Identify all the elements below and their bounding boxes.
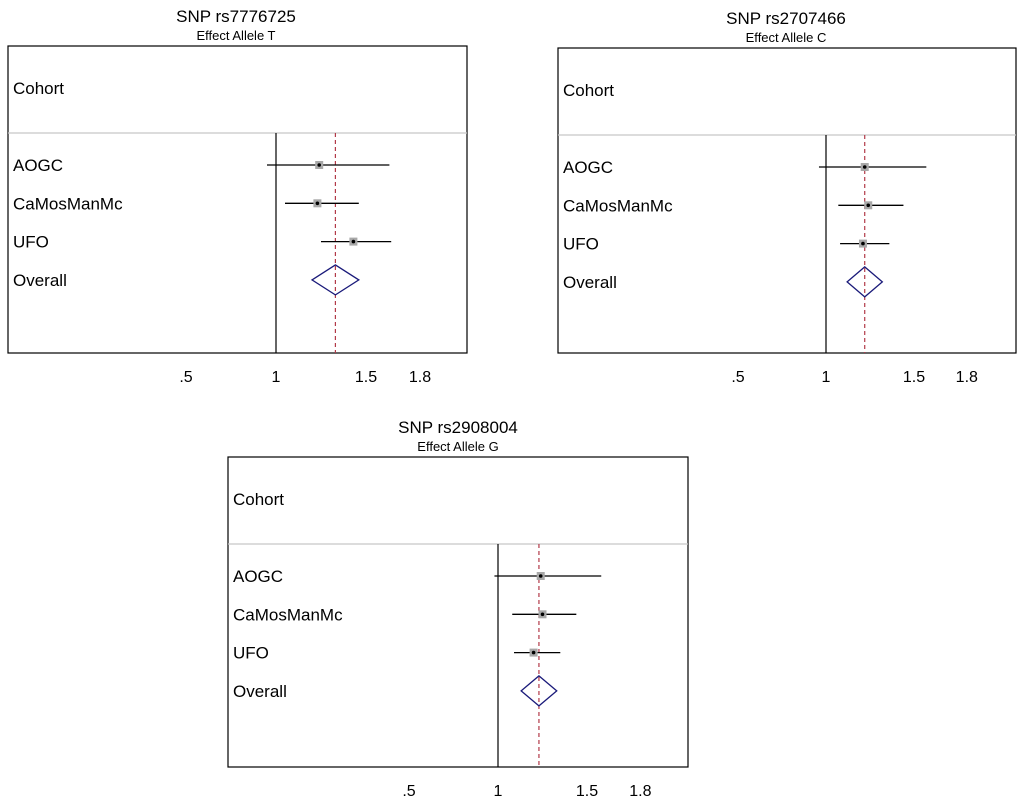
forest-panel-3: SNP rs2908004 Effect Allele G Cohort AOGC Ca…: [227, 418, 689, 800]
x-tick-label: .5: [402, 783, 415, 800]
study-row: UFO: [13, 233, 392, 252]
x-tick-label: .5: [179, 369, 192, 386]
point-estimate-marker: [866, 203, 871, 208]
x-tick-label: 1.8: [956, 369, 978, 386]
x-tick-label: 1: [272, 369, 281, 386]
study-row: AOGC: [563, 158, 927, 177]
plot-frame: [227, 456, 689, 768]
overall-label: Overall: [233, 682, 287, 701]
point-estimate-marker: [317, 163, 322, 167]
panel-title: SNP rs7776725: [176, 7, 296, 26]
x-tick-label: 1.8: [629, 783, 651, 800]
study-label: UFO: [563, 235, 599, 254]
study-label: CaMosManMc: [13, 194, 123, 213]
study-label: AOGC: [13, 156, 63, 175]
point-estimate-marker: [315, 201, 320, 206]
panel-subtitle: Effect Allele C: [746, 30, 827, 45]
plot-frame: [7, 45, 468, 354]
study-row: CaMosManMc: [563, 196, 904, 215]
overall-label: Overall: [13, 271, 67, 290]
point-estimate-marker: [862, 165, 867, 169]
column-header: Cohort: [563, 81, 614, 100]
point-estimate-marker: [540, 612, 545, 617]
point-estimate-marker: [531, 650, 536, 655]
column-header: Cohort: [233, 490, 284, 509]
overall-row: Overall: [233, 675, 558, 707]
study-row: AOGC: [13, 156, 390, 175]
study-row: CaMosManMc: [233, 605, 577, 624]
study-label: UFO: [13, 233, 49, 252]
study-row: UFO: [563, 235, 890, 254]
panel-title: SNP rs2908004: [398, 418, 518, 437]
x-tick-label: .5: [731, 369, 744, 386]
study-row: AOGC: [233, 567, 602, 586]
study-label: UFO: [233, 644, 269, 663]
point-estimate-marker: [538, 574, 543, 578]
x-tick-label: 1: [822, 369, 831, 386]
x-tick-label: 1.5: [903, 369, 925, 386]
overall-diamond: [520, 675, 558, 707]
point-estimate-marker: [861, 241, 865, 246]
point-estimate-marker: [351, 239, 356, 244]
x-tick-label: 1: [494, 783, 503, 800]
overall-label: Overall: [563, 273, 617, 292]
overall-row: Overall: [13, 264, 361, 296]
x-tick-label: 1.5: [355, 369, 377, 386]
overall-row: Overall: [563, 266, 884, 298]
forest-panel-2: SNP rs2707466 Effect Allele C Cohort AOGC Ca…: [557, 9, 1017, 386]
x-tick-label: 1.8: [409, 369, 431, 386]
study-label: CaMosManMc: [233, 605, 343, 624]
study-label: CaMosManMc: [563, 196, 673, 215]
panel-subtitle: Effect Allele T: [196, 28, 275, 43]
plot-frame: [557, 47, 1017, 354]
column-header: Cohort: [13, 79, 64, 98]
overall-diamond: [310, 264, 361, 296]
forest-panel-1: SNP rs7776725 Effect Allele T Cohort AOGC Ca…: [7, 7, 468, 386]
panel-subtitle: Effect Allele G: [417, 439, 498, 454]
study-row: CaMosManMc: [13, 194, 359, 213]
x-tick-label: 1.5: [576, 783, 598, 800]
overall-diamond: [846, 266, 884, 298]
study-label: AOGC: [563, 158, 613, 177]
study-row: UFO: [233, 644, 561, 663]
study-label: AOGC: [233, 567, 283, 586]
panel-title: SNP rs2707466: [726, 9, 846, 28]
